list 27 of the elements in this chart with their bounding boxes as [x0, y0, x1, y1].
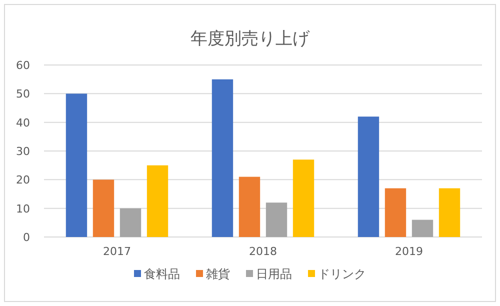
bar — [66, 94, 88, 237]
y-tick-label: 50 — [16, 88, 30, 101]
legend-label: ドリンク — [318, 267, 366, 281]
x-tick-label: 2017 — [103, 245, 131, 258]
x-tick-label: 2019 — [395, 245, 423, 258]
bar — [146, 165, 168, 237]
bar — [292, 160, 314, 237]
y-tick-label: 40 — [16, 116, 30, 130]
bar — [358, 116, 380, 237]
bar — [412, 220, 434, 237]
legend-label: 雑貨 — [206, 267, 230, 281]
x-tick-label: 2018 — [249, 245, 277, 258]
y-tick-label: 30 — [16, 145, 30, 158]
bar — [92, 180, 114, 237]
legend-label: 食料品 — [144, 267, 180, 281]
bar — [266, 202, 288, 237]
y-tick-label: 20 — [16, 174, 30, 187]
bar — [212, 79, 234, 237]
chart-title: 年度別売り上げ — [190, 29, 310, 49]
bar — [238, 176, 260, 237]
bar — [120, 208, 142, 237]
legend-label: 日用品 — [256, 267, 292, 281]
bar — [384, 188, 406, 237]
y-tick-label: 0 — [23, 231, 30, 244]
y-tick-label: 10 — [16, 202, 30, 216]
bar — [438, 188, 460, 237]
y-tick-label: 60 — [16, 59, 30, 72]
